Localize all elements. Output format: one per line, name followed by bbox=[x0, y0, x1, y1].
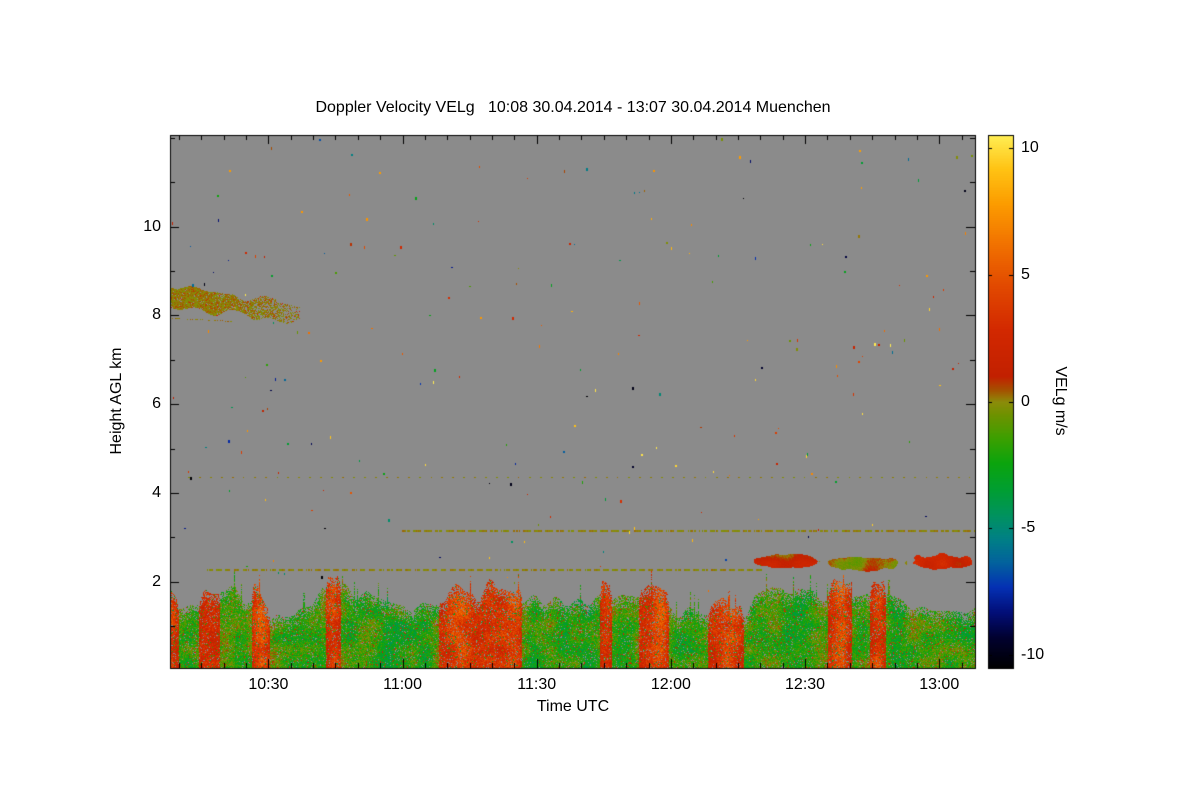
x-tick-label: 13:00 bbox=[919, 676, 960, 693]
colorbar-tick-label: 10 bbox=[1021, 138, 1039, 156]
x-tick-label: 11:30 bbox=[517, 676, 557, 693]
x-tick-label: 12:30 bbox=[785, 676, 826, 693]
colorbar-tick-label: -10 bbox=[1021, 646, 1045, 664]
y-tick-label: 2 bbox=[152, 572, 161, 590]
x-axis-label: Time UTC bbox=[536, 698, 610, 715]
y-tick-label: 8 bbox=[152, 306, 161, 324]
colorbar-tick-label: 0 bbox=[1021, 392, 1030, 410]
colorbar-tick-label: -5 bbox=[1021, 519, 1036, 537]
x-tick-label: 11:00 bbox=[383, 676, 422, 693]
chart-title: Doppler Velocity VELg 10:08 30.04.2014 -… bbox=[315, 99, 831, 116]
y-tick-label: 4 bbox=[152, 483, 161, 501]
colorbar-tick-label: 5 bbox=[1021, 265, 1030, 283]
x-tick-label: 10:30 bbox=[248, 676, 289, 693]
x-tick-label: 12:00 bbox=[650, 676, 691, 693]
y-tick-label: 10 bbox=[143, 217, 161, 235]
y-tick-label: 6 bbox=[152, 395, 161, 413]
